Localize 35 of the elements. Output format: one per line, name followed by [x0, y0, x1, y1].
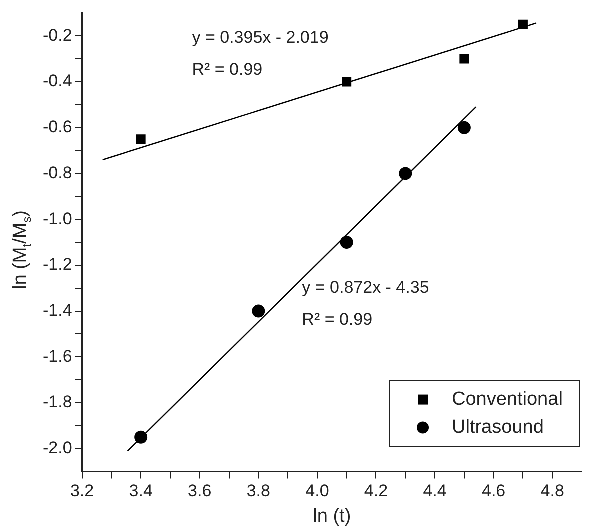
y-tick-label: -1.6	[42, 346, 72, 366]
annotation: R² = 0.99	[192, 60, 263, 80]
y-tick-label: -0.4	[42, 72, 72, 91]
point	[136, 134, 146, 144]
x-tick-label: 4.2	[364, 482, 388, 501]
point	[460, 54, 470, 64]
y-tick-label: -0.6	[42, 118, 72, 137]
y-tick-label: -1.2	[42, 255, 72, 274]
annotation: y = 0.872x - 4.35	[302, 278, 430, 298]
x-tick-label: 4.8	[540, 482, 564, 501]
x-tick-label: 3.4	[129, 482, 153, 501]
x-tick-label: 3.6	[188, 482, 212, 501]
point	[252, 304, 266, 318]
point	[458, 121, 471, 134]
y-tick-label: -2.0	[42, 438, 72, 458]
x-tick-label: 4.0	[306, 482, 330, 501]
legend-label: Conventional	[452, 389, 563, 410]
point	[134, 430, 148, 444]
x-tick-label: 3.2	[70, 482, 94, 501]
point	[342, 77, 352, 87]
legend-label: Ultrasound	[452, 417, 544, 438]
point	[518, 20, 528, 30]
x-tick-label: 3.8	[246, 482, 270, 501]
annotation: y = 0.395x - 2.019	[192, 28, 329, 48]
x-tick-label: 4.6	[482, 482, 506, 501]
y-tick-label: -1.8	[42, 392, 72, 412]
y-tick-label: -1.4	[42, 300, 72, 320]
y-tick-label: -0.8	[42, 163, 72, 182]
y-tick-label: -0.2	[42, 26, 72, 45]
x-axis-title: ln (t)	[313, 506, 352, 527]
annotation: R² = 0.99	[302, 310, 373, 330]
point	[340, 236, 354, 249]
point	[399, 167, 412, 180]
y-tick-label: -1.0	[42, 209, 72, 228]
x-tick-label: 4.4	[423, 482, 447, 501]
